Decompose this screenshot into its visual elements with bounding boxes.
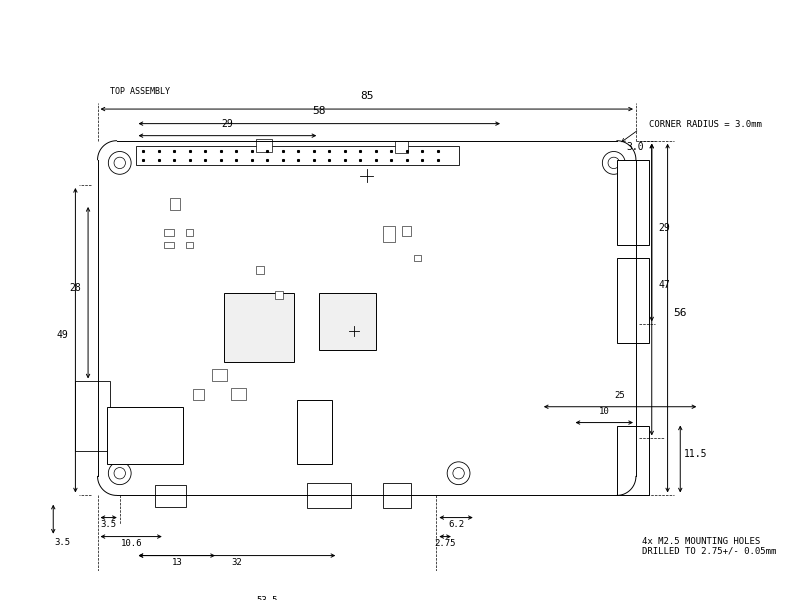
Text: 3.5: 3.5 xyxy=(101,520,117,529)
Bar xyxy=(275,292,282,299)
Text: 10: 10 xyxy=(599,407,610,416)
Text: 29: 29 xyxy=(658,223,670,233)
Bar xyxy=(382,483,411,508)
Bar xyxy=(154,485,186,507)
Bar xyxy=(230,388,246,400)
Text: TOP ASSEMBLY: TOP ASSEMBLY xyxy=(110,88,170,97)
Bar xyxy=(164,229,174,236)
Bar xyxy=(395,141,408,154)
Bar xyxy=(617,258,649,343)
Text: 58: 58 xyxy=(313,106,326,116)
Text: 3.0: 3.0 xyxy=(626,142,644,152)
Bar xyxy=(414,255,421,261)
Bar xyxy=(135,146,458,165)
Text: 10.6: 10.6 xyxy=(120,539,142,548)
Bar xyxy=(186,242,193,248)
Bar xyxy=(75,382,110,451)
Bar xyxy=(107,407,183,464)
Bar xyxy=(211,369,227,382)
Bar xyxy=(256,139,272,152)
Bar xyxy=(617,426,649,496)
Text: 28: 28 xyxy=(70,283,82,293)
Bar xyxy=(617,160,649,245)
Bar xyxy=(297,400,332,464)
Bar xyxy=(164,242,174,248)
Text: 53.5: 53.5 xyxy=(256,596,278,600)
Bar xyxy=(256,266,263,274)
Text: 25: 25 xyxy=(614,391,626,400)
Text: 56: 56 xyxy=(674,308,687,318)
Text: 2.75: 2.75 xyxy=(434,539,456,548)
Bar xyxy=(382,226,395,242)
Text: 3.5: 3.5 xyxy=(54,538,70,547)
Bar xyxy=(402,226,411,236)
Bar xyxy=(306,483,351,508)
Bar xyxy=(193,389,204,400)
Text: 32: 32 xyxy=(231,558,242,567)
Text: 6.2: 6.2 xyxy=(448,520,464,529)
Text: 49: 49 xyxy=(57,330,69,340)
Text: CORNER RADIUS = 3.0mm: CORNER RADIUS = 3.0mm xyxy=(649,121,762,130)
Bar xyxy=(224,293,294,362)
Text: 29: 29 xyxy=(222,119,234,130)
Bar xyxy=(319,293,376,350)
Text: 13: 13 xyxy=(171,558,182,567)
Text: 85: 85 xyxy=(360,91,374,101)
Bar xyxy=(186,229,193,236)
Text: 4x M2.5 MOUNTING HOLES
DRILLED TO 2.75+/- 0.05mm: 4x M2.5 MOUNTING HOLES DRILLED TO 2.75+/… xyxy=(642,536,777,556)
Bar xyxy=(170,198,180,211)
Text: 47: 47 xyxy=(658,280,670,290)
Text: 11.5: 11.5 xyxy=(684,449,708,459)
